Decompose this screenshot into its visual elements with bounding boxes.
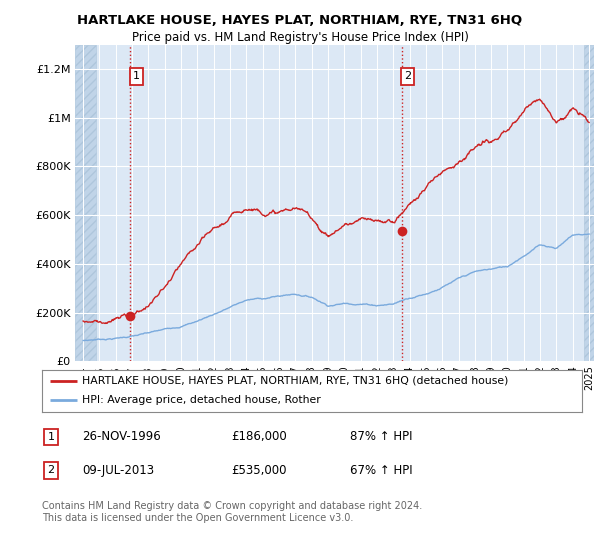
Bar [584,45,594,361]
Text: 2: 2 [404,72,412,81]
Text: 87% ↑ HPI: 87% ↑ HPI [350,430,412,444]
Text: HPI: Average price, detached house, Rother: HPI: Average price, detached house, Roth… [83,395,321,405]
Text: 09-JUL-2013: 09-JUL-2013 [83,464,155,477]
Text: Price paid vs. HM Land Registry's House Price Index (HPI): Price paid vs. HM Land Registry's House … [131,31,469,44]
Text: 2: 2 [47,465,55,475]
Text: 67% ↑ HPI: 67% ↑ HPI [350,464,412,477]
Text: 26-NOV-1996: 26-NOV-1996 [83,430,161,444]
Text: £535,000: £535,000 [231,464,287,477]
Text: 1: 1 [133,72,140,81]
Text: HARTLAKE HOUSE, HAYES PLAT, NORTHIAM, RYE, TN31 6HQ (detached house): HARTLAKE HOUSE, HAYES PLAT, NORTHIAM, RY… [83,376,509,386]
Text: £186,000: £186,000 [231,430,287,444]
Bar [75,45,96,361]
Text: Contains HM Land Registry data © Crown copyright and database right 2024.
This d: Contains HM Land Registry data © Crown c… [42,501,422,523]
Text: 1: 1 [47,432,55,442]
Text: HARTLAKE HOUSE, HAYES PLAT, NORTHIAM, RYE, TN31 6HQ: HARTLAKE HOUSE, HAYES PLAT, NORTHIAM, RY… [77,14,523,27]
